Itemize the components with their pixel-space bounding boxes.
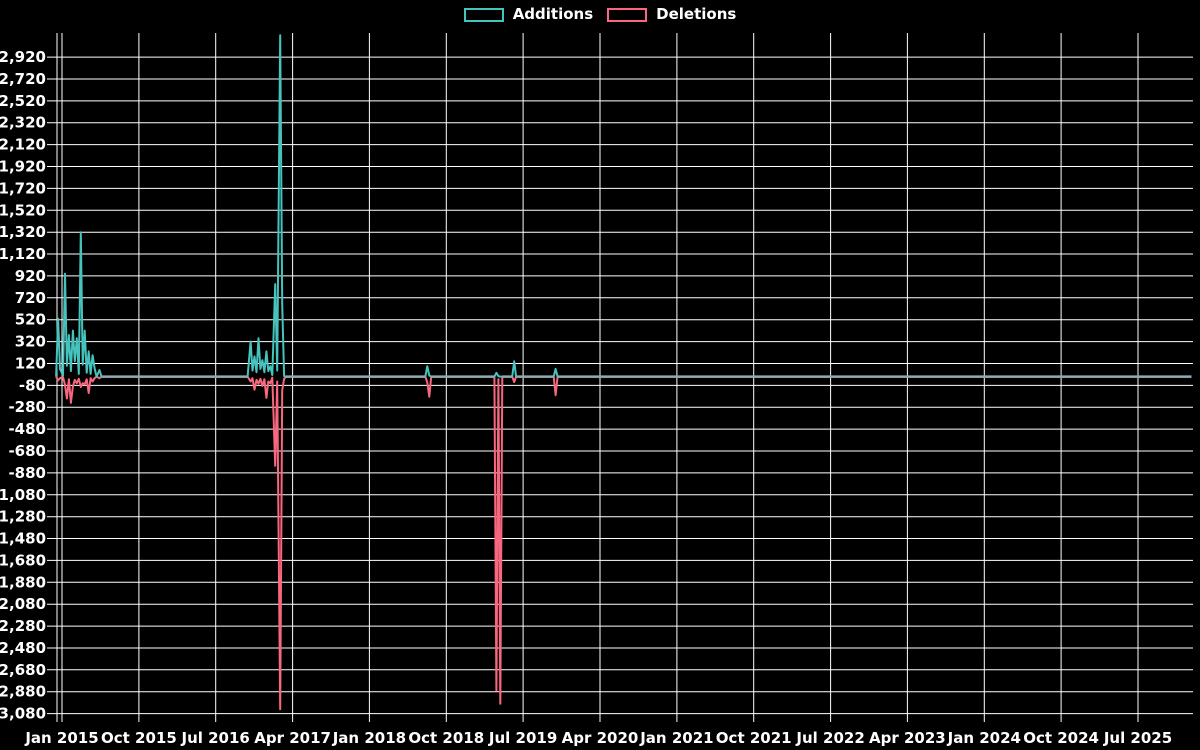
y-axis-tick-label: 1,320 <box>0 223 46 241</box>
y-axis-tick-label: -80 <box>19 376 46 394</box>
y-axis-tick-label: -2,680 <box>0 661 46 679</box>
y-axis-tick-label: 320 <box>15 333 46 351</box>
y-axis-tick-label: 1,920 <box>0 158 46 176</box>
y-axis-tick-label: -1,080 <box>0 486 46 504</box>
y-axis-tick-label: -2,080 <box>0 595 46 613</box>
x-axis-tick-label: Apr 2020 <box>562 729 639 747</box>
y-axis-tick-label: 720 <box>15 289 46 307</box>
deletions-line <box>55 375 1192 711</box>
x-axis-tick-label: Jan 2015 <box>24 729 98 747</box>
x-axis-tick-label: Apr 2017 <box>254 729 331 747</box>
legend-label-additions: Additions <box>512 5 594 23</box>
x-axis-tick-label: Jul 2019 <box>488 729 557 747</box>
y-axis-tick-label: -680 <box>8 442 46 460</box>
legend-item-deletions[interactable]: Deletions <box>607 7 736 22</box>
y-axis-tick-label: 2,120 <box>0 136 46 154</box>
y-axis-tick-label: 1,720 <box>0 179 46 197</box>
y-axis-tick-label: -1,680 <box>0 551 46 569</box>
y-axis-tick-label: -2,280 <box>0 617 46 635</box>
y-axis-tick-label: 2,520 <box>0 92 46 110</box>
deletions-swatch-icon <box>607 7 648 22</box>
x-axis-tick-label: Oct 2015 <box>101 729 177 747</box>
additions-swatch-icon <box>463 7 504 22</box>
y-axis-tick-label: -1,480 <box>0 530 46 548</box>
y-axis-tick-label: 920 <box>15 267 46 285</box>
legend-item-additions[interactable]: Additions <box>463 5 594 23</box>
y-axis-tick-label: 520 <box>15 311 46 329</box>
x-axis-tick-label: Apr 2023 <box>869 729 946 747</box>
y-axis-tick-label: -1,280 <box>0 508 46 526</box>
x-axis-tick-label: Jan 2018 <box>332 729 406 747</box>
y-axis-tick-label: -1,880 <box>0 573 46 591</box>
y-axis-tick-label: -880 <box>8 464 46 482</box>
x-axis-tick-label: Oct 2024 <box>1023 729 1099 747</box>
y-axis-tick-label: 2,720 <box>0 70 46 88</box>
y-axis-tick-label: 2,920 <box>0 48 46 66</box>
x-axis-tick-label: Oct 2018 <box>408 729 484 747</box>
legend-label-deletions: Deletions <box>656 5 737 23</box>
x-axis-tick-label: Jan 2024 <box>947 729 1021 747</box>
x-axis-tick-label: Oct 2021 <box>716 729 792 747</box>
additions-line <box>55 34 1192 378</box>
x-axis-tick-label: Jan 2021 <box>639 729 713 747</box>
x-axis-tick-label: Jul 2022 <box>795 729 864 747</box>
y-axis-tick-label: -280 <box>8 398 46 416</box>
y-axis-tick-label: 120 <box>15 355 46 373</box>
x-axis-tick-label: Jul 2025 <box>1103 729 1172 747</box>
y-axis-tick-label: -3,080 <box>0 705 46 723</box>
y-axis-tick-label: 1,520 <box>0 201 46 219</box>
y-axis-tick-label: 2,320 <box>0 114 46 132</box>
y-axis-tick-label: -2,880 <box>0 683 46 701</box>
y-axis-tick-label: 1,120 <box>0 245 46 263</box>
y-axis-tick-label: -2,480 <box>0 639 46 657</box>
chart-legend: Additions Deletions <box>0 7 1200 22</box>
x-axis-tick-label: Jul 2016 <box>181 729 250 747</box>
y-axis-tick-label: -480 <box>8 420 46 438</box>
